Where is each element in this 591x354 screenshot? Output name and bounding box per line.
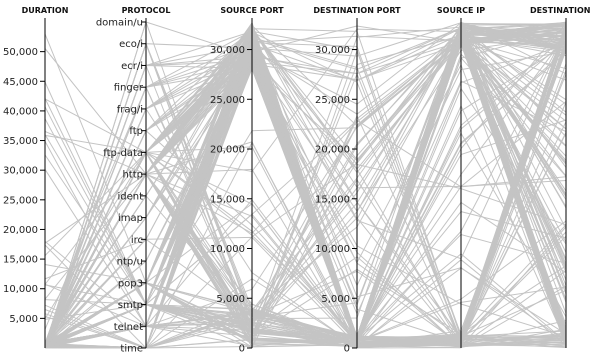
record-line: [44, 43, 567, 349]
axis-destination-ip: DESTINATION IP: [530, 6, 591, 348]
axis-title: DESTINATION IP: [530, 6, 591, 15]
category-label: frag/i: [117, 104, 143, 115]
axis-source-ip: SOURCE IP: [437, 6, 485, 348]
category-label: ecr/i: [121, 61, 143, 72]
axis-duration: DURATION 5,000 10,000 15,000 20,000 25,000 30,…: [3, 6, 68, 348]
category-label: smtp: [118, 300, 143, 311]
record-line: [44, 27, 567, 347]
tick-label: 15,000: [210, 194, 245, 205]
polylines-layer: [44, 20, 567, 350]
axis-title: SOURCE PORT: [220, 6, 284, 15]
tick-label: 25,000: [3, 195, 38, 206]
axis-title: DESTINATION PORT: [313, 6, 401, 15]
tick-label: 10,000: [210, 244, 245, 255]
record-line: [44, 31, 567, 346]
tick-label: 40,000: [3, 106, 38, 117]
category-label: domain/u: [96, 18, 143, 29]
category-label: eco/i: [119, 39, 143, 50]
record-line: [44, 27, 567, 347]
category-label: ftp: [129, 126, 143, 137]
category-label: pop3: [118, 278, 143, 289]
category-label: irc: [131, 235, 143, 246]
category-label: ftp-data: [103, 148, 143, 159]
tick-label: 25,000: [315, 95, 350, 106]
record-line: [44, 42, 567, 338]
tick-label: 30,000: [210, 45, 245, 56]
tick-label: 25,000: [210, 95, 245, 106]
record-line: [44, 25, 567, 348]
record-line: [44, 44, 567, 347]
tick-label: 10,000: [315, 244, 350, 255]
tick-label: 45,000: [3, 77, 38, 88]
category-label: telnet: [114, 322, 143, 333]
category-label: time: [120, 344, 143, 354]
tick-label: 0: [344, 344, 350, 354]
category-label: ident: [117, 191, 143, 202]
record-line: [44, 25, 567, 345]
tick-label: 35,000: [3, 136, 38, 147]
tick-label: 20,000: [315, 145, 350, 156]
tick-label: 50,000: [3, 47, 38, 58]
record-line: [44, 322, 567, 348]
record-line: [44, 24, 567, 349]
record-line: [44, 31, 567, 346]
record-line: [44, 33, 567, 349]
record-line: [44, 35, 567, 345]
tick-label: 15,000: [3, 255, 38, 266]
axis-title: DURATION: [22, 6, 69, 15]
tick-label: 30,000: [315, 45, 350, 56]
axis-protocol: PROTOCOL domain/u eco/i ecr/i finger frag/i ft…: [96, 6, 171, 354]
tick-label: 15,000: [315, 194, 350, 205]
category-label: finger: [114, 83, 144, 94]
tick-label: 5,000: [9, 314, 38, 325]
tick-label: 0: [239, 344, 245, 354]
axis-title: PROTOCOL: [122, 6, 171, 15]
tick-label: 5,000: [216, 294, 245, 305]
category-label: imap: [118, 213, 143, 224]
record-line: [44, 40, 567, 348]
category-label: http: [122, 170, 143, 181]
tick-label: 5,000: [321, 294, 350, 305]
axis-title: SOURCE IP: [437, 6, 485, 15]
category-label: ntp/u: [117, 257, 143, 268]
tick-label: 20,000: [3, 225, 38, 236]
tick-label: 10,000: [3, 284, 38, 295]
tick-label: 30,000: [3, 166, 38, 177]
axis-destination-port: DESTINATION PORT 0 5,000 10,000 15,000 20,000…: [313, 6, 401, 354]
axis-source-port: SOURCE PORT 0 5,000 10,000 15,000 20,000 25,00…: [210, 6, 284, 354]
tick-label: 20,000: [210, 145, 245, 156]
axes-layer: DURATION 5,000 10,000 15,000 20,000 25,000 30,…: [3, 6, 591, 354]
